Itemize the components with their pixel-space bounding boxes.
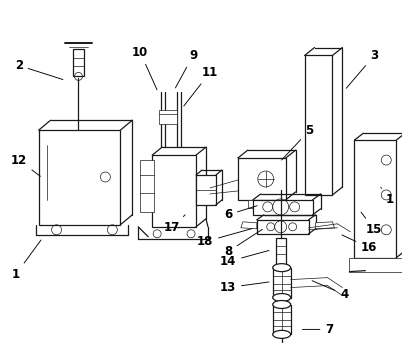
Text: 12: 12: [10, 154, 40, 176]
Bar: [273, 268, 291, 297]
Text: 17: 17: [164, 215, 185, 234]
Text: 3: 3: [346, 49, 378, 88]
Bar: [253, 200, 313, 215]
Text: 10: 10: [132, 46, 157, 90]
Text: 1: 1: [381, 187, 393, 206]
Polygon shape: [241, 222, 257, 229]
Text: 15: 15: [361, 212, 382, 236]
Polygon shape: [316, 222, 334, 229]
Bar: [305, 55, 332, 195]
Text: 16: 16: [342, 235, 378, 254]
Bar: [140, 160, 154, 212]
Text: 6: 6: [224, 206, 257, 222]
Bar: [273, 305, 291, 334]
Ellipse shape: [273, 301, 291, 308]
Bar: [152, 155, 196, 227]
Bar: [276, 238, 286, 266]
Bar: [354, 140, 396, 258]
Bar: [39, 130, 120, 225]
Ellipse shape: [273, 294, 291, 301]
Bar: [73, 49, 85, 76]
Bar: [248, 200, 258, 208]
Text: 14: 14: [220, 250, 269, 268]
Bar: [349, 258, 403, 272]
Text: 18: 18: [197, 229, 252, 248]
Bar: [266, 200, 272, 212]
Bar: [238, 158, 286, 200]
Bar: [196, 183, 210, 201]
Bar: [159, 110, 177, 124]
Ellipse shape: [273, 264, 291, 272]
Text: 8: 8: [224, 229, 262, 258]
Text: 13: 13: [220, 281, 269, 294]
Text: 5: 5: [282, 124, 314, 160]
Bar: [196, 175, 216, 205]
Text: 9: 9: [175, 49, 197, 88]
Text: 4: 4: [312, 281, 349, 301]
Bar: [257, 220, 309, 234]
Text: 7: 7: [302, 323, 334, 336]
Text: 11: 11: [184, 66, 218, 106]
Ellipse shape: [273, 331, 291, 338]
Text: 1: 1: [12, 240, 41, 281]
Text: 2: 2: [15, 59, 63, 80]
